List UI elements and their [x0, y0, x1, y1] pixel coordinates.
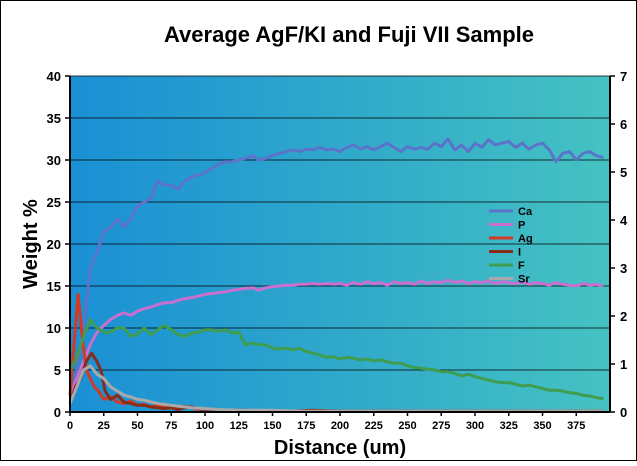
- legend-label-f: F: [518, 260, 525, 272]
- x-tick-label: 25: [98, 420, 110, 432]
- y-axis-label: Weight %: [20, 199, 42, 289]
- x-tick-label: 275: [432, 420, 450, 432]
- x-tick-label: 300: [466, 420, 484, 432]
- x-tick-label: 200: [331, 420, 349, 432]
- x-tick-label: 150: [263, 420, 281, 432]
- x-tick-label: 125: [230, 420, 248, 432]
- x-tick-label: 350: [533, 420, 551, 432]
- x-tick-label: 100: [196, 420, 214, 432]
- x-axis-label: Distance (um): [274, 437, 406, 459]
- y-tick-label: 25: [47, 195, 61, 210]
- y2-tick-label: 7: [620, 69, 627, 84]
- y2-tick-label: 3: [620, 261, 627, 276]
- y-tick-label: 0: [54, 405, 61, 420]
- y2-tick-label: 2: [620, 309, 627, 324]
- legend-label-p: P: [518, 220, 525, 232]
- y-tick-label: 5: [54, 363, 61, 378]
- y2-tick-label: 6: [620, 117, 627, 132]
- x-tick-label: 225: [365, 420, 383, 432]
- y-tick-label: 30: [47, 153, 61, 168]
- y2-tick-label: 0: [620, 405, 627, 420]
- series-line-ca: [68, 137, 604, 396]
- x-tick-label: 0: [67, 420, 73, 432]
- legend-label-sr: Sr: [518, 274, 530, 286]
- x-tick-label: 175: [297, 420, 315, 432]
- x-tick-label: 50: [131, 420, 143, 432]
- y2-tick-label: 4: [620, 213, 628, 228]
- y2-tick-label: 1: [620, 357, 627, 372]
- y-tick-label: 15: [47, 279, 61, 294]
- series-line-f: [68, 318, 604, 401]
- x-tick-label: 250: [398, 420, 416, 432]
- legend-label-i: I: [518, 247, 521, 259]
- y-tick-label: 10: [47, 321, 61, 336]
- series-line-p: [68, 278, 604, 396]
- y-tick-label: 20: [47, 237, 61, 252]
- legend: Ca PAg IF Sr: [489, 206, 533, 286]
- x-tick-label: 325: [500, 420, 518, 432]
- y-tick-label: 35: [47, 111, 61, 126]
- x-tick-label: 75: [165, 420, 177, 432]
- y-tick-label: 40: [47, 69, 61, 84]
- legend-label-ag: Ag: [518, 233, 533, 245]
- x-tick-label: 375: [567, 420, 585, 432]
- y2-tick-label: 5: [620, 165, 627, 180]
- legend-label-ca: Ca: [518, 206, 533, 218]
- chart-title: Average AgF/KI and Fuji VII Sample: [164, 22, 534, 47]
- axes: 0 5 10 15 20 25 30 35 40 0 1 2 3 4 5 6 7 0 25 50 75 100 125 150…: [47, 69, 628, 432]
